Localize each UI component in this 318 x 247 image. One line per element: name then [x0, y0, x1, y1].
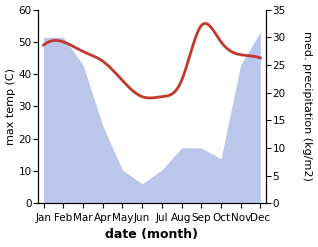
X-axis label: date (month): date (month) — [106, 228, 198, 242]
Y-axis label: max temp (C): max temp (C) — [5, 68, 16, 145]
Y-axis label: med. precipitation (kg/m2): med. precipitation (kg/m2) — [302, 31, 313, 181]
